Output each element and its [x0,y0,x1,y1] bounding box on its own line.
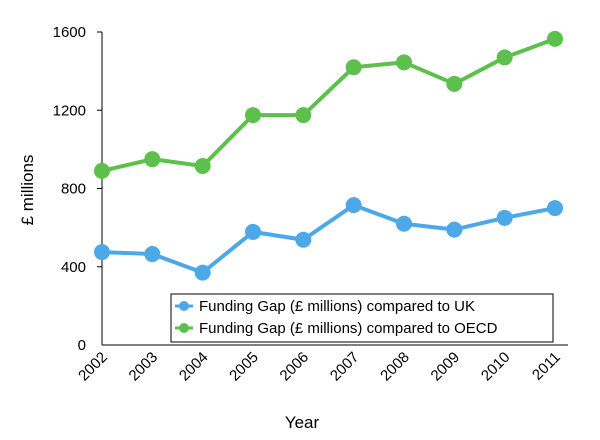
data-point [446,75,463,92]
data-point [446,221,463,238]
y-tick-label: 0 [78,337,86,354]
y-tick-label: 400 [61,259,86,276]
data-point [345,59,362,76]
y-tick-label: 800 [61,181,86,198]
data-point [547,200,563,217]
data-point [345,197,362,214]
legend-item: Funding Gap (£ millions) compared to UK [175,298,475,315]
series-lines [94,30,563,281]
x-tick-label: 2004 [176,349,212,385]
data-point [396,215,412,232]
data-point [496,209,513,226]
x-tick-label: 2002 [75,349,111,385]
data-point [94,162,110,179]
data-point [194,158,211,175]
data-point [144,151,161,168]
y-tick-labels: 0 400 800 1200 1600 [53,24,102,354]
x-tick-label: 2005 [226,349,262,385]
x-tick-labels: 2002 2003 2004 2005 2006 2007 2008 2009 2010 2011 [75,349,564,385]
x-tick-label: 2003 [126,349,162,385]
y-axis-title: £ millions [18,155,37,226]
x-tick-label: 2008 [377,349,413,385]
x-axis-title: Year [285,413,320,432]
x-tick-label: 2009 [428,349,464,385]
data-point [144,246,161,263]
data-point [295,231,312,248]
legend-items: Funding Gap (£ millions) compared to UK F… [175,298,498,337]
data-point [245,223,261,240]
x-tick-label: 2010 [478,349,514,385]
y-tick-label: 1600 [53,24,86,41]
data-point [396,54,412,71]
x-tick-label: 2006 [277,349,313,385]
data-point [194,264,211,281]
x-tick-label: 2007 [327,349,363,385]
data-point [94,244,110,261]
legend-label: Funding Gap (£ millions) compared to UK [199,298,475,315]
data-point [496,49,513,66]
series-1 [94,197,563,281]
x-tick-label: 2011 [529,349,564,384]
legend-box [170,293,554,343]
legend-swatch-marker [179,301,189,311]
data-point [245,107,261,124]
legend-swatch-marker [179,323,189,333]
data-point [295,107,312,124]
legend: Funding Gap (£ millions) compared to UK F… [170,293,554,343]
series-line [100,36,557,173]
legend-item: Funding Gap (£ millions) compared to OEC… [175,320,498,337]
data-point [547,30,563,47]
y-tick-label: 1200 [53,102,86,119]
series-line [100,203,557,275]
legend-label: Funding Gap (£ millions) compared to OEC… [199,320,498,337]
series-2 [94,30,563,179]
